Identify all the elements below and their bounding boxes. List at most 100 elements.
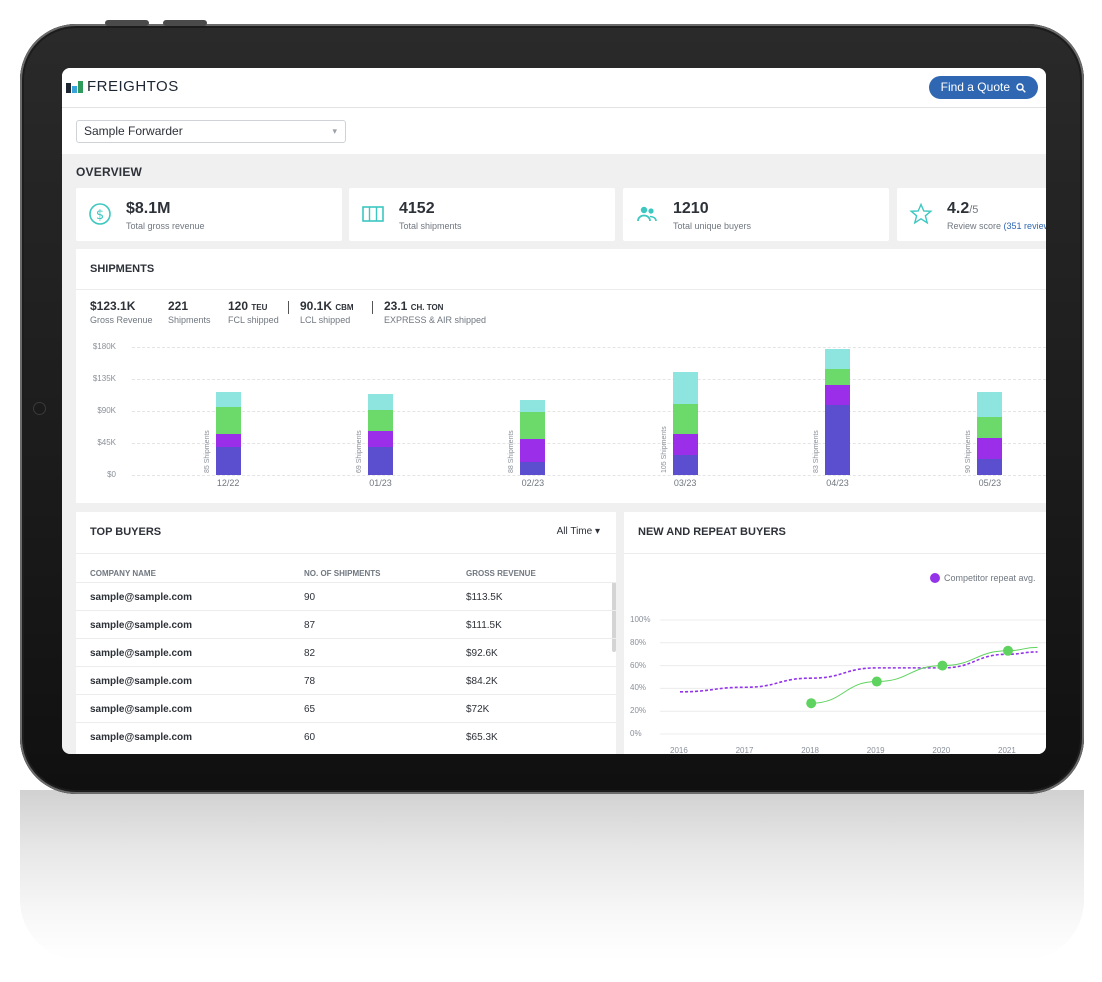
bar-segment <box>368 446 393 475</box>
column-header[interactable]: NO. OF SHIPMENTS <box>304 569 381 578</box>
table-row[interactable]: sample@sample.com 65 $72K <box>76 694 616 722</box>
bar-segment <box>977 391 1003 417</box>
bar-segment <box>215 407 241 434</box>
data-point[interactable] <box>1003 645 1013 656</box>
bar-segment <box>520 462 546 475</box>
legend-dot-icon <box>930 573 940 583</box>
bar-segment <box>977 438 1003 460</box>
y-tick-label: 80% <box>630 637 647 647</box>
hardware-button <box>105 20 149 26</box>
kpi-card-shipments: 4152 Total shipments <box>349 188 615 241</box>
summary-shipments: 221 Shipments <box>168 299 211 325</box>
reviews-link[interactable]: (351 review <box>1003 221 1046 231</box>
x-tick-label: 2017 <box>735 746 754 754</box>
data-point[interactable] <box>871 676 882 687</box>
kpi-value: $8.1M <box>126 200 171 217</box>
kpi-label: Total gross revenue <box>126 221 205 231</box>
table-row[interactable]: sample@sample.com 78 $84.2K <box>76 666 616 694</box>
camera-icon <box>34 403 45 414</box>
overview-title: OVERVIEW <box>76 165 143 179</box>
bar-segment <box>368 393 393 410</box>
new-repeat-title: NEW AND REPEAT BUYERS <box>638 526 786 538</box>
y-gridline <box>132 411 1046 412</box>
table-row[interactable]: sample@sample.com 90 $113.5K <box>76 582 616 610</box>
bar-segment <box>672 371 698 404</box>
bar-annotation: 85 Shipments <box>203 430 211 473</box>
y-tick-label: $45K <box>97 438 116 447</box>
bar-segment <box>977 416 1003 439</box>
bar-segment <box>825 369 850 386</box>
kpi-card-buyers: 1210 Total unique buyers <box>623 188 889 241</box>
bar-segment <box>520 412 546 439</box>
divider <box>76 289 1046 290</box>
y-gridline <box>132 347 1046 348</box>
summary-revenue: $123.1K Gross Revenue <box>90 299 153 325</box>
bar-segment <box>672 455 698 475</box>
kpi-value: 1210 <box>673 200 709 217</box>
y-tick-label: 20% <box>630 706 647 716</box>
logo-mark-icon <box>66 80 83 93</box>
divider <box>76 553 616 554</box>
summary-express: 23.1 CH. TON EXPRESS & AIR shipped <box>384 299 487 325</box>
bar-annotation: 88 Shipments <box>508 430 516 473</box>
bar-segment <box>215 433 241 447</box>
top-bar: FREIGHTOS Find a Quote <box>62 68 1046 108</box>
line-chart-svg <box>660 619 1046 735</box>
table-scrollbar[interactable] <box>612 582 616 652</box>
bar-annotation: 105 Shipments <box>660 426 668 473</box>
y-tick-label: $0 <box>107 470 116 479</box>
forwarder-select-value: Sample Forwarder <box>84 124 183 138</box>
dollar-circle-icon: $ <box>89 203 111 225</box>
search-icon <box>1016 82 1026 93</box>
competitor-repeat-line <box>679 651 1038 693</box>
app-screen: FREIGHTOS Find a Quote Sample Forwarder … <box>62 68 1046 754</box>
bar-annotation: 90 Shipments <box>965 430 973 473</box>
bar-segment <box>368 430 393 447</box>
find-quote-button[interactable]: Find a Quote <box>928 76 1038 99</box>
summary-lcl: 90.1K CBM LCL shipped <box>300 299 354 325</box>
table-row[interactable]: sample@sample.com 60 $65.3K <box>76 722 616 750</box>
data-point[interactable] <box>937 660 948 671</box>
new-repeat-card: NEW AND REPEAT BUYERS Competitor repeat … <box>624 512 1046 754</box>
divider <box>288 301 289 314</box>
time-filter-dropdown[interactable]: All Time ▾ <box>556 526 600 537</box>
bar-segment <box>977 459 1003 475</box>
bar-segment <box>520 400 546 413</box>
chevron-down-icon: ▾ <box>332 126 337 136</box>
kpi-label: Total unique buyers <box>673 221 752 231</box>
kpi-card-reviews: 4.2/5 Review score (351 review <box>897 188 1046 241</box>
column-header[interactable]: GROSS REVENUE <box>466 569 536 578</box>
table-row[interactable]: sample@sample.com 82 $92.6K <box>76 638 616 666</box>
repeat-buyers-line <box>811 646 1038 704</box>
x-tick-label: 04/23 <box>826 478 849 488</box>
x-tick-label: 02/23 <box>521 478 545 488</box>
forwarder-select[interactable]: Sample Forwarder ▾ <box>76 120 346 143</box>
data-point[interactable] <box>806 698 817 709</box>
x-tick-label: 01/23 <box>369 478 392 488</box>
filter-bar: Sample Forwarder ▾ <box>62 108 1046 154</box>
x-tick-label: 12/22 <box>216 478 240 488</box>
x-tick-label: 2020 <box>932 746 951 754</box>
kpi-label: Review score (351 review <box>947 221 1046 231</box>
bar-segment <box>520 438 546 463</box>
container-icon <box>362 206 384 222</box>
y-tick-label: 60% <box>630 660 647 670</box>
logo-text: FREIGHTOS <box>87 78 179 95</box>
x-tick-label: 2016 <box>670 746 688 754</box>
caret-down-icon: ▾ <box>594 526 600 537</box>
divider <box>372 301 373 314</box>
column-header[interactable]: COMPANY NAME <box>90 569 156 578</box>
bar-annotation: 83 Shipments <box>813 430 820 473</box>
x-tick-label: 2021 <box>998 746 1016 754</box>
find-quote-label: Find a Quote <box>940 80 1010 94</box>
chart-legend[interactable]: Competitor repeat avg. <box>930 573 1036 583</box>
y-gridline <box>132 475 1046 476</box>
kpi-value: 4.2/5 <box>947 200 979 217</box>
y-tick-label: $135K <box>92 374 116 383</box>
table-row[interactable]: sample@sample.com 87 $111.5K <box>76 610 616 638</box>
y-tick-label: 100% <box>630 615 651 624</box>
bar-annotation: 69 Shipments <box>356 430 363 473</box>
freightos-logo[interactable]: FREIGHTOS <box>66 78 179 95</box>
bar-segment <box>672 433 698 456</box>
